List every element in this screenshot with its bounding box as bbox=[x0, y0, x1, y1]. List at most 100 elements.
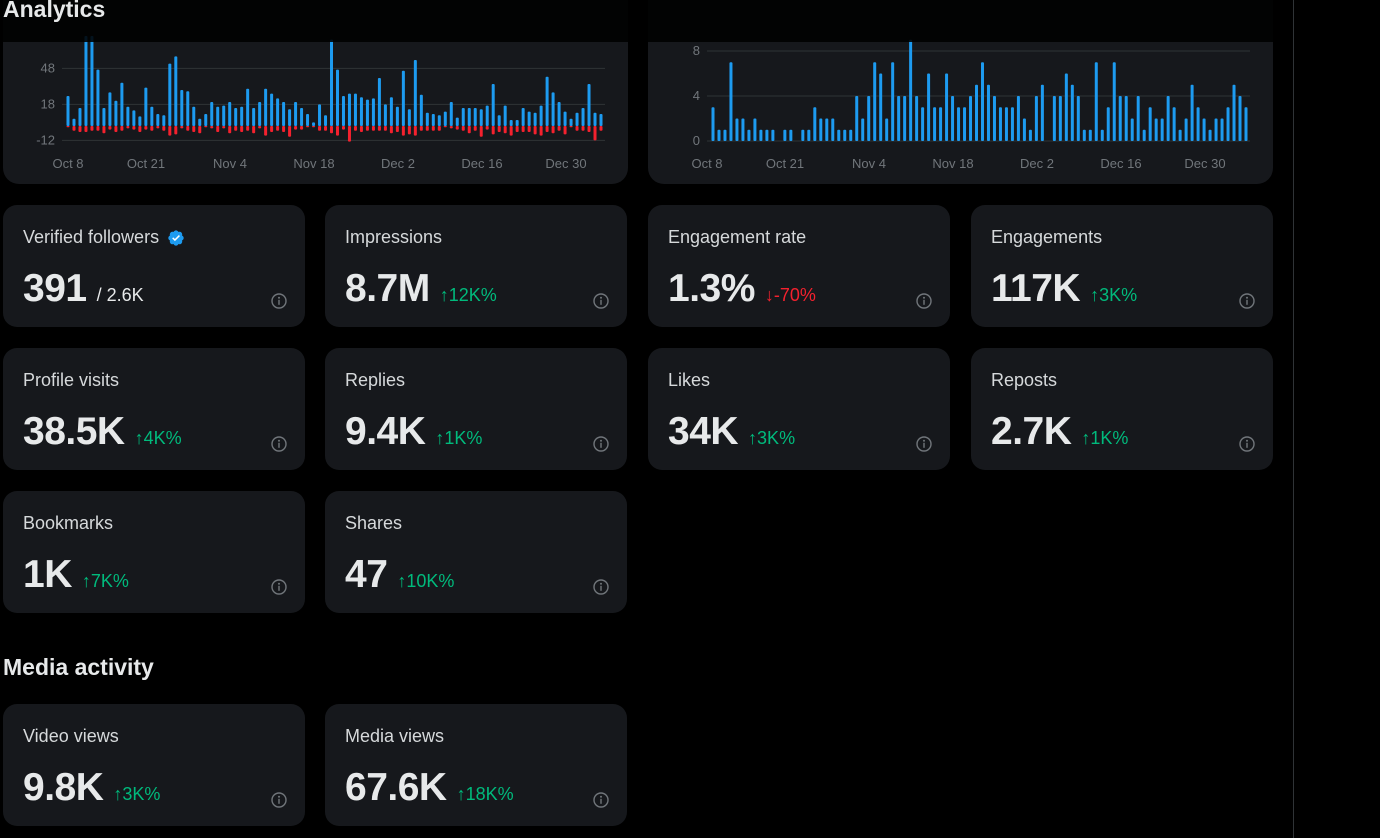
bar-negative bbox=[108, 126, 112, 130]
metric-delta-value: 4K% bbox=[143, 428, 182, 448]
bar-negative bbox=[84, 126, 88, 132]
x-tick-label: Dec 16 bbox=[461, 156, 502, 171]
arrow-up-icon: ↑ bbox=[748, 428, 758, 448]
bar-positive bbox=[419, 94, 423, 126]
metric-card-replies: Replies 9.4K ↑1K% bbox=[325, 348, 627, 470]
bar-negative bbox=[234, 126, 238, 131]
bar-negative bbox=[186, 126, 190, 131]
bar-positive bbox=[461, 108, 465, 126]
metric-value: 1K bbox=[23, 553, 72, 596]
info-icon[interactable] bbox=[271, 293, 287, 309]
metric-delta: ↑18K% bbox=[457, 784, 514, 805]
page-header: Analytics bbox=[0, 0, 1280, 42]
bar-negative bbox=[395, 126, 399, 132]
metric-delta: ↑3K% bbox=[1090, 285, 1137, 306]
bar-positive bbox=[431, 114, 435, 126]
bar-positive bbox=[324, 115, 328, 126]
bar-posts bbox=[915, 96, 919, 141]
bar-posts bbox=[873, 62, 877, 141]
x-tick-label: Nov 18 bbox=[932, 156, 973, 171]
info-icon[interactable] bbox=[1239, 436, 1255, 452]
bar-positive bbox=[228, 102, 232, 126]
bar-positive bbox=[168, 63, 172, 126]
bar-posts bbox=[1016, 96, 1020, 141]
metric-value: 8.7M bbox=[345, 267, 430, 310]
bar-negative bbox=[180, 126, 184, 129]
arrow-up-icon: ↑ bbox=[439, 285, 449, 305]
bar-positive bbox=[306, 114, 310, 126]
bar-posts bbox=[909, 39, 913, 141]
info-icon[interactable] bbox=[271, 792, 287, 808]
metric-card-bookmarks: Bookmarks 1K ↑7K% bbox=[3, 491, 305, 613]
bar-posts bbox=[1190, 84, 1194, 141]
bar-posts bbox=[1238, 96, 1242, 141]
info-icon[interactable] bbox=[593, 436, 609, 452]
bar-positive bbox=[66, 96, 70, 126]
bar-negative bbox=[306, 126, 310, 128]
bar-posts bbox=[939, 107, 943, 141]
bar-posts bbox=[1118, 96, 1122, 141]
arrow-up-icon: ↑ bbox=[435, 428, 445, 448]
bar-negative bbox=[270, 126, 274, 132]
bar-posts bbox=[711, 107, 715, 141]
bar-negative bbox=[347, 126, 351, 142]
bar-negative bbox=[156, 126, 160, 129]
arrow-up-icon: ↑ bbox=[81, 571, 91, 591]
arrow-up-icon: ↑ bbox=[456, 784, 466, 804]
bar-positive bbox=[497, 115, 501, 126]
info-icon[interactable] bbox=[593, 792, 609, 808]
bar-negative bbox=[407, 126, 411, 135]
metric-value: 67.6K bbox=[345, 766, 447, 809]
bar-posts bbox=[747, 129, 751, 141]
info-icon[interactable] bbox=[593, 293, 609, 309]
bar-negative bbox=[449, 126, 453, 129]
bar-positive bbox=[527, 111, 531, 126]
bar-positive bbox=[473, 108, 477, 126]
bar-positive bbox=[569, 118, 573, 126]
bar-positive bbox=[449, 102, 453, 126]
bar-positive bbox=[174, 56, 178, 126]
bar-positive bbox=[234, 108, 238, 126]
bar-positive bbox=[240, 106, 244, 126]
bar-negative bbox=[330, 126, 334, 134]
info-icon[interactable] bbox=[271, 579, 287, 595]
bar-negative bbox=[365, 126, 369, 131]
x-tick-label: Nov 4 bbox=[213, 156, 247, 171]
bar-positive bbox=[156, 114, 160, 126]
bar-positive bbox=[383, 104, 387, 126]
bar-negative bbox=[515, 126, 519, 132]
metric-card-engagements: Engagements 117K ↑3K% bbox=[971, 205, 1273, 327]
bar-posts bbox=[1184, 118, 1188, 141]
bar-negative bbox=[282, 126, 286, 132]
bar-positive bbox=[90, 36, 94, 126]
info-icon[interactable] bbox=[916, 293, 932, 309]
bar-negative bbox=[371, 126, 375, 131]
bar-posts bbox=[861, 118, 865, 141]
bar-posts bbox=[891, 62, 895, 141]
bar-posts bbox=[927, 73, 931, 141]
info-icon[interactable] bbox=[916, 436, 932, 452]
info-icon[interactable] bbox=[1239, 293, 1255, 309]
bar-negative bbox=[485, 126, 489, 130]
info-icon[interactable] bbox=[271, 436, 287, 452]
bar-positive bbox=[300, 108, 304, 126]
bar-positive bbox=[539, 105, 543, 126]
metric-delta: ↑7K% bbox=[82, 571, 129, 592]
bar-negative bbox=[168, 126, 172, 136]
bar-posts bbox=[1064, 73, 1068, 141]
bar-posts bbox=[1004, 107, 1008, 141]
bar-posts bbox=[1208, 129, 1212, 141]
bar-posts bbox=[1214, 118, 1218, 141]
bar-positive bbox=[252, 108, 256, 126]
bar-negative bbox=[126, 126, 130, 129]
bar-posts bbox=[1142, 129, 1146, 141]
bar-negative bbox=[509, 126, 513, 136]
info-icon[interactable] bbox=[593, 579, 609, 595]
metric-delta-value: 12K% bbox=[448, 285, 497, 305]
bar-posts bbox=[1100, 129, 1104, 141]
metric-value: 1.3% bbox=[668, 267, 755, 310]
bar-positive bbox=[485, 105, 489, 126]
bar-negative bbox=[521, 126, 525, 132]
bar-posts bbox=[813, 107, 817, 141]
metric-card-profile-visits: Profile visits 38.5K ↑4K% bbox=[3, 348, 305, 470]
